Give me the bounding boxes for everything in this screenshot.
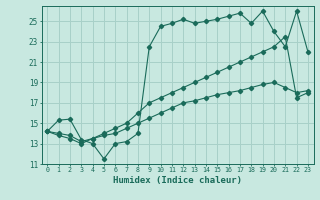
- X-axis label: Humidex (Indice chaleur): Humidex (Indice chaleur): [113, 176, 242, 185]
